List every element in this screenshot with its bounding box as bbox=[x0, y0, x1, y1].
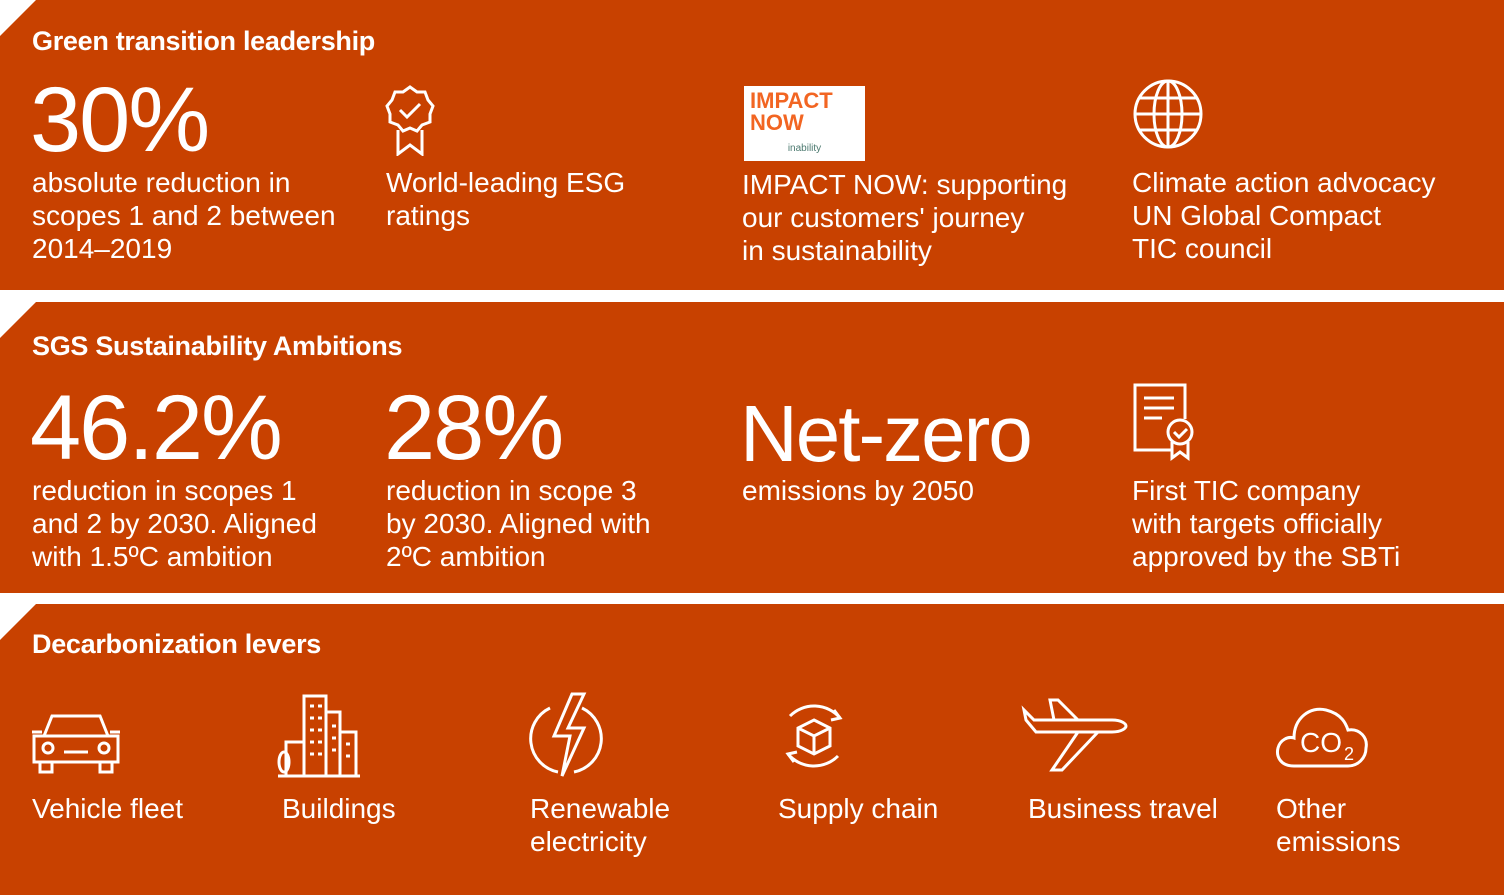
stat-30: 30% bbox=[30, 69, 210, 171]
stat-desc: emissions by 2050 bbox=[742, 475, 974, 506]
car-icon bbox=[30, 710, 122, 781]
esg-desc: World-leading ESG ratings bbox=[386, 167, 626, 231]
lever-renewable: Renewable electricity bbox=[530, 793, 671, 857]
supply-chain-icon bbox=[776, 698, 852, 779]
certificate-icon bbox=[1132, 382, 1198, 467]
award-badge-icon bbox=[384, 84, 436, 161]
buildings-icon bbox=[276, 692, 362, 783]
stat-desc: absolute reduction in scopes 1 and 2 betw… bbox=[32, 167, 336, 264]
co2-cloud-icon: CO 2 bbox=[1274, 702, 1372, 777]
lever-business-travel: Business travel bbox=[1028, 793, 1218, 824]
lightning-icon bbox=[528, 692, 604, 783]
section-levers: Decarbonization levers Vehicle fleet Bui… bbox=[0, 604, 1504, 895]
sbti-desc: First TIC company with targets officially… bbox=[1132, 475, 1401, 572]
section-title: Decarbonization levers bbox=[32, 629, 322, 659]
lever-supply-chain: Supply chain bbox=[778, 793, 939, 824]
section-title: Green transition leadership bbox=[32, 26, 375, 56]
lever-buildings: Buildings bbox=[282, 793, 396, 824]
stat-46: 46.2% bbox=[30, 377, 283, 479]
advocacy-desc: Climate action advocacy UN Global Compact… bbox=[1132, 167, 1436, 264]
stat-desc: reduction in scope 3 by 2030. Aligned wit… bbox=[386, 475, 651, 572]
lever-other-emissions: Other emissions bbox=[1276, 793, 1401, 857]
airplane-icon bbox=[1020, 698, 1128, 779]
svg-text:2: 2 bbox=[1344, 744, 1354, 764]
stat-net-zero: Net-zero bbox=[740, 389, 1033, 478]
stat-desc: reduction in scopes 1 and 2 by 2030. Alig… bbox=[32, 475, 317, 572]
stat-28: 28% bbox=[384, 377, 564, 479]
impact-now-desc: IMPACT NOW: supporting our customers' jou… bbox=[742, 169, 1068, 266]
section-green-transition: Green transition leadership 30% absolute… bbox=[0, 0, 1504, 290]
lever-vehicle-fleet: Vehicle fleet bbox=[32, 793, 183, 824]
impact-now-logo: IMPACT NOW inability bbox=[744, 86, 865, 161]
globe-icon bbox=[1132, 78, 1204, 155]
section-title: SGS Sustainability Ambitions bbox=[32, 331, 403, 361]
svg-text:CO: CO bbox=[1300, 727, 1342, 758]
section-ambitions: SGS Sustainability Ambitions 46.2% reduc… bbox=[0, 302, 1504, 593]
